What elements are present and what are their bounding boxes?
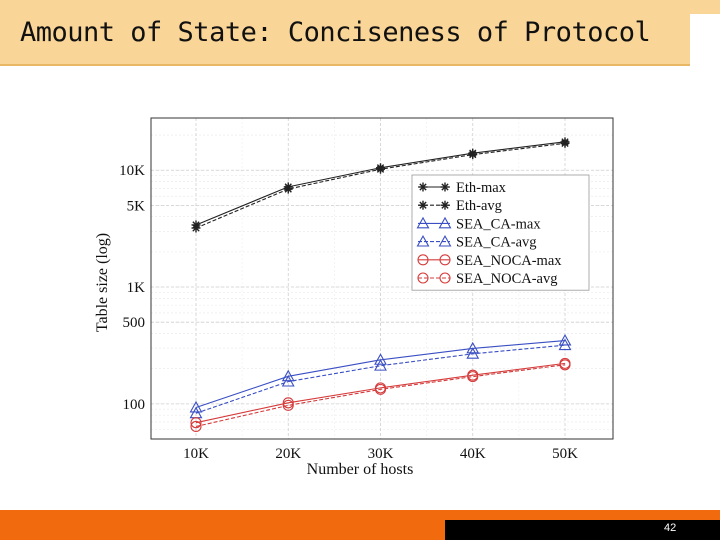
- legend-marker: [438, 216, 452, 229]
- legend-entry-label: SEA_CA-avg: [456, 235, 537, 251]
- data-point-eth-avg: [376, 164, 385, 174]
- data-point-sea-ca-max: [189, 400, 203, 413]
- footer-orange-bar: [0, 510, 515, 540]
- x-axis-label: Number of hosts: [307, 461, 414, 478]
- data-point-sea-ca-avg: [374, 359, 387, 371]
- legend-marker: [439, 272, 451, 284]
- legend-marker: [417, 272, 429, 284]
- y-tick-label: 5K: [127, 198, 146, 214]
- legend-marker: [416, 216, 430, 229]
- data-point-sea-noca-max: [282, 397, 294, 409]
- data-point-sea-noca-avg: [374, 383, 387, 395]
- y-tick-label: 1K: [127, 280, 146, 296]
- series-line-sea-noca-max: [195, 362, 566, 424]
- legend-marker: [417, 254, 429, 266]
- data-point-sea-noca-avg: [467, 371, 479, 383]
- data-point-sea-ca-max: [466, 341, 480, 354]
- chart: 100 500 1K 5K 10K 10K 20K 30K 40K 50K Number of ho…: [85, 108, 630, 480]
- data-point-sea-ca-avg: [558, 338, 572, 351]
- data-point-sea-noca-avg: [559, 359, 571, 371]
- chart-canvas: 100 500 1K 5K 10K 10K 20K 30K 40K 50K Number of ho…: [94, 117, 614, 478]
- legend-marker: [416, 234, 430, 247]
- data-point-sea-noca-avg: [190, 420, 202, 433]
- x-tick-label: 30K: [368, 446, 394, 462]
- x-tick-label: 40K: [460, 446, 486, 462]
- data-point-eth-avg: [283, 184, 293, 194]
- x-tick-label: 50K: [552, 446, 578, 462]
- title-accent: [690, 0, 720, 14]
- legend-box: [411, 174, 590, 291]
- data-point-eth-avg: [560, 138, 570, 148]
- data-point-eth-avg: [468, 150, 478, 160]
- x-tick-label: 20K: [275, 446, 301, 462]
- slide-title: Amount of State: Conciseness of Protocol: [20, 17, 651, 48]
- legend-entry-label: SEA_NOCA-max: [456, 253, 562, 269]
- data-point-sea-ca-max: [558, 333, 572, 346]
- footer-orange-strip: [515, 510, 720, 520]
- footer-black-bar: [445, 520, 720, 540]
- legend-entry-label: SEA_CA-max: [456, 216, 541, 232]
- legend-marker: [440, 200, 450, 210]
- legend-entry-label: SEA_NOCA-avg: [456, 271, 558, 287]
- y-axis-label: Table size (log): [94, 233, 111, 332]
- legend-marker: [418, 182, 428, 192]
- series-line-sea-noca-avg: [195, 364, 566, 428]
- data-point-eth-avg: [191, 223, 201, 233]
- y-tick-label: 500: [123, 315, 146, 331]
- legend-entry-label: Eth-avg: [456, 198, 502, 214]
- x-tick-label: 10K: [183, 446, 209, 462]
- data-point-sea-ca-avg: [281, 374, 295, 387]
- data-point-sea-ca-max: [374, 353, 387, 365]
- legend-marker: [440, 182, 450, 192]
- data-point-sea-ca-max: [281, 369, 295, 382]
- legend-marker: [439, 254, 451, 266]
- y-tick-label: 100: [123, 397, 146, 413]
- plot-frame: [150, 117, 614, 440]
- data-point-sea-noca-max: [190, 417, 202, 429]
- data-point-sea-ca-avg: [466, 347, 480, 359]
- y-tick-label: 10K: [119, 163, 145, 179]
- series-line-sea-ca-avg: [195, 344, 566, 414]
- data-point-sea-noca-avg: [282, 399, 294, 411]
- legend-entry-label: Eth-max: [456, 180, 507, 196]
- title-bar: Amount of State: Conciseness of Protocol: [0, 0, 690, 66]
- page-number: 42: [664, 522, 677, 534]
- legend-marker: [438, 234, 452, 247]
- legend-marker: [418, 200, 428, 210]
